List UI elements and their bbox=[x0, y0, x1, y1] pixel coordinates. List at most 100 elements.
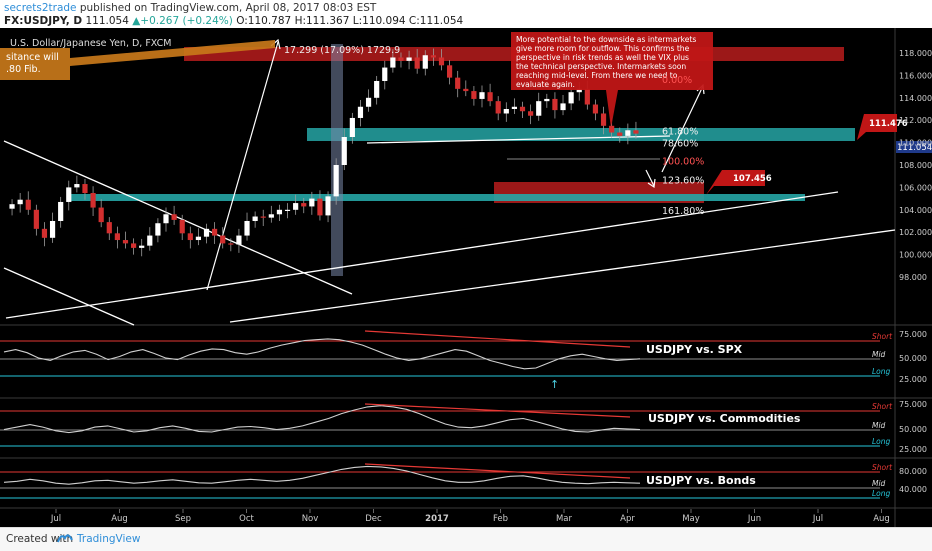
candle-body bbox=[365, 97, 372, 107]
candle-body bbox=[98, 207, 104, 223]
resistance-price-tag bbox=[857, 114, 897, 140]
x-tick-label: Aug bbox=[111, 514, 128, 524]
x-tick-label: Aug bbox=[873, 514, 890, 524]
panel-title: USDJPY vs. Bonds bbox=[646, 474, 756, 487]
downtrend-line-2[interactable] bbox=[3, 267, 135, 326]
chart-svg[interactable]: U.S. Dollar/Japanese Yen, D, FXCM sitanc… bbox=[0, 28, 932, 527]
candle-body bbox=[106, 222, 112, 234]
candle-body bbox=[617, 132, 623, 136]
level-label: Long bbox=[872, 489, 891, 498]
candle-body bbox=[276, 209, 283, 215]
candle-body bbox=[552, 98, 558, 111]
candle-body bbox=[155, 223, 161, 236]
candle-body bbox=[503, 109, 509, 114]
panel-title: USDJPY vs. Commodities bbox=[648, 412, 801, 425]
chart-area[interactable]: U.S. Dollar/Japanese Yen, D, FXCM sitanc… bbox=[0, 28, 932, 527]
x-tick-label: Oct bbox=[239, 514, 254, 524]
tradingview-link[interactable]: TradingView bbox=[77, 533, 141, 545]
level-label: Short bbox=[872, 332, 893, 341]
plot-background bbox=[0, 28, 895, 527]
oscillator-line bbox=[3, 338, 641, 370]
left-callout-line2: .80 Fib. bbox=[6, 64, 41, 75]
candle-body bbox=[398, 57, 404, 61]
candle-body bbox=[495, 101, 501, 114]
symbol-title-text: U.S. Dollar/Japanese Yen, D, FXCM bbox=[10, 38, 171, 49]
candle-body bbox=[114, 233, 120, 241]
candle-body bbox=[325, 196, 331, 216]
x-tick-label: Apr bbox=[620, 514, 635, 524]
candle-body bbox=[130, 243, 137, 248]
x-tick-label: May bbox=[682, 514, 700, 524]
up-projection-arrow bbox=[661, 85, 704, 173]
candle-body bbox=[147, 235, 153, 246]
x-tick-label: Jul bbox=[50, 514, 61, 524]
uptrend-line-2[interactable] bbox=[229, 229, 896, 323]
level-label: Long bbox=[872, 437, 891, 446]
fib-level-label: 100.00% bbox=[662, 157, 704, 168]
candle-body bbox=[341, 137, 347, 165]
x-tick-label: 2017 bbox=[425, 514, 449, 524]
candle-body bbox=[390, 57, 396, 68]
panel-y-tick: 25.000 bbox=[899, 445, 927, 454]
candle-body bbox=[33, 209, 39, 229]
candle-body bbox=[163, 214, 169, 224]
candlestick-series[interactable] bbox=[9, 48, 639, 257]
candle-body bbox=[633, 130, 639, 134]
annotation-box[interactable] bbox=[511, 32, 713, 128]
x-tick-label: Mar bbox=[556, 514, 573, 524]
support-zone-upper[interactable] bbox=[307, 128, 855, 141]
left-callout-line1: sitance will bbox=[6, 52, 59, 63]
candle-body bbox=[609, 125, 615, 133]
fib-level-label: 78.60% bbox=[662, 139, 698, 150]
candle-body bbox=[463, 88, 469, 92]
footer-bar: Created with TradingView bbox=[0, 527, 932, 551]
publish-info: secrets2trade published on TradingView.c… bbox=[4, 2, 376, 14]
down-arrowhead bbox=[647, 178, 656, 189]
candle-body bbox=[544, 98, 550, 102]
candle-body bbox=[568, 92, 574, 104]
candle-body bbox=[446, 65, 453, 78]
candle-body bbox=[179, 219, 185, 234]
candle-body bbox=[203, 228, 210, 237]
candle-body bbox=[90, 193, 96, 208]
symbol-title: U.S. Dollar/Japanese Yen, D, FXCM bbox=[10, 38, 171, 49]
y-tick-label: 114.000 bbox=[899, 94, 932, 103]
candle-body bbox=[560, 103, 566, 111]
candle-body bbox=[414, 57, 420, 69]
published-text: published on TradingView.com, April 08, … bbox=[76, 2, 377, 14]
candle-body bbox=[625, 130, 631, 136]
candle-body bbox=[171, 214, 177, 220]
author-link[interactable]: secrets2trade bbox=[4, 2, 77, 14]
y-axis-ticks: 118.000 116.000 114.000 112.000 110.000 108.0… bbox=[899, 49, 932, 282]
created-with-label: Created with bbox=[6, 533, 74, 545]
price-axis bbox=[895, 28, 932, 527]
candle-body bbox=[212, 228, 218, 236]
candle-body bbox=[268, 214, 274, 218]
fib-labels: 0.00% 61.80% 78.60% 100.00% 123.60% 161.80% bbox=[662, 75, 704, 217]
divergence-arrow bbox=[364, 463, 631, 479]
candle-body bbox=[536, 101, 542, 116]
price-change: ▲+0.267 (+0.24%) bbox=[132, 15, 233, 27]
candle-body bbox=[528, 111, 534, 116]
candle-body bbox=[41, 228, 48, 238]
candle-body bbox=[244, 221, 250, 236]
x-tick-label: Sep bbox=[175, 514, 191, 524]
downtrend-line[interactable] bbox=[3, 140, 353, 295]
candle-body bbox=[25, 199, 31, 210]
y-tick-label: 106.000 bbox=[899, 183, 932, 192]
candle-body bbox=[438, 57, 445, 66]
panel-y-tick: 40.000 bbox=[899, 485, 927, 494]
y-tick-label: 112.000 bbox=[899, 116, 932, 125]
chart-header: secrets2trade published on TradingView.c… bbox=[0, 0, 932, 28]
panel-y-tick: 50.000 bbox=[899, 425, 927, 434]
candle-body bbox=[317, 198, 323, 216]
uptrend-line[interactable] bbox=[5, 191, 839, 319]
resistance-price-label: 111.476 bbox=[869, 119, 908, 129]
last-price: 111.054 bbox=[85, 15, 129, 27]
y-tick-label: 110.000 bbox=[899, 139, 932, 148]
target-price-label: 107.456 bbox=[733, 174, 772, 184]
panel-y-tick: 75.000 bbox=[899, 400, 927, 409]
candle-body bbox=[139, 245, 145, 248]
candle-body bbox=[284, 209, 291, 211]
support-zone-lower[interactable] bbox=[68, 194, 805, 201]
